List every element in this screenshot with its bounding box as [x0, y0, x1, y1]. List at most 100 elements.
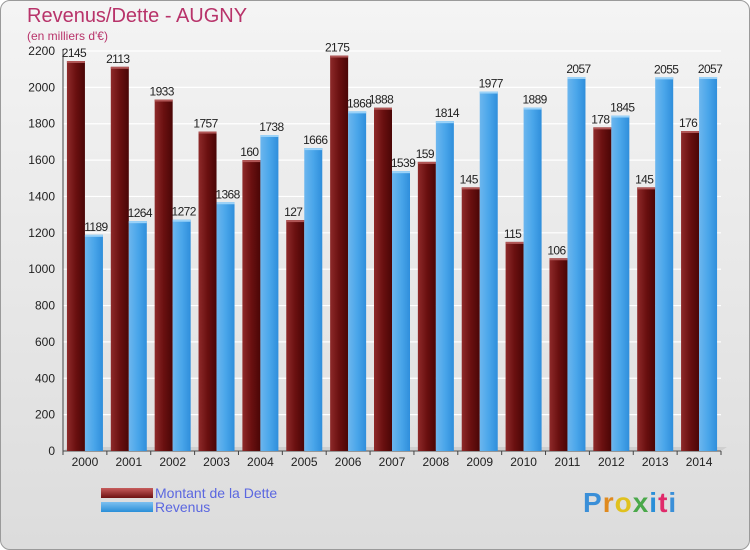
- data-label-revenus: 1889: [522, 93, 547, 107]
- bar-revenus: [348, 111, 367, 451]
- x-tick-label: 2007: [379, 455, 406, 469]
- bar-dette-top: [330, 55, 349, 58]
- bar-dette-top: [681, 131, 700, 133]
- bar-revenus-top: [435, 121, 454, 124]
- bar-revenus: [260, 135, 279, 451]
- x-tick-label: 2013: [642, 455, 669, 469]
- bar-revenus-top: [172, 219, 191, 222]
- bar-dette-top: [198, 131, 217, 134]
- brand-letter: r: [602, 487, 615, 518]
- legend-label-revenus: Revenus: [155, 499, 211, 515]
- bar-revenus: [392, 171, 410, 451]
- bar-revenus-top: [260, 135, 279, 137]
- data-label-dette: 176: [679, 116, 698, 130]
- bar-dette: [66, 61, 85, 451]
- bar-revenus-top: [128, 221, 147, 224]
- bar-revenus: [479, 91, 498, 451]
- bar-dette-top: [505, 241, 524, 244]
- y-tick-label: 200: [35, 408, 55, 422]
- brand-letter: i: [649, 487, 659, 518]
- bar-dette: [681, 131, 700, 451]
- chart-title: Revenus/Dette - AUGNY: [27, 5, 248, 27]
- brand-letter: P: [583, 487, 603, 518]
- bar-revenus: [655, 77, 674, 451]
- bar-revenus-top: [304, 148, 323, 151]
- y-tick-label: 600: [35, 335, 55, 349]
- bar-dette: [242, 160, 261, 451]
- bar-revenus-top: [392, 171, 410, 174]
- y-tick-label: 1400: [28, 189, 55, 203]
- bar-dette: [505, 241, 524, 451]
- data-label-dette: 1933: [150, 85, 175, 99]
- bar-dette-top: [417, 161, 436, 164]
- y-tick-label: 1800: [28, 117, 55, 131]
- bar-dette-top: [593, 127, 612, 130]
- x-tick-label: 2005: [291, 455, 318, 469]
- bar-dette-top: [637, 187, 656, 190]
- bar-dette-top: [66, 61, 85, 63]
- bar-revenus: [84, 234, 103, 451]
- bar-dette-top: [154, 99, 173, 102]
- bar-revenus-top: [611, 115, 630, 118]
- bar-dette: [374, 107, 392, 452]
- bar-dette-top: [286, 220, 305, 223]
- bar-dette-top: [110, 66, 129, 69]
- data-label-revenus: 1539: [391, 156, 416, 170]
- bar-dette: [549, 258, 568, 451]
- x-tick-label: 2006: [335, 455, 362, 469]
- bar-dette-top: [242, 160, 261, 163]
- data-label-dette: 2113: [106, 52, 130, 66]
- bar-dette: [154, 99, 173, 451]
- data-label-revenus: 1189: [84, 220, 108, 234]
- x-tick-label: 2004: [247, 455, 274, 469]
- data-label-revenus: 2055: [654, 62, 679, 76]
- legend-swatch-debt: [101, 488, 153, 498]
- bar-dette-top: [374, 107, 392, 110]
- brand-letter: x: [632, 487, 650, 518]
- brand-letter: t: [658, 487, 669, 518]
- x-tick-label: 2001: [115, 455, 142, 469]
- data-label-revenus: 1272: [172, 205, 197, 219]
- y-tick-label: 800: [35, 299, 55, 313]
- data-label-revenus: 1868: [347, 96, 372, 110]
- y-tick-label: 1600: [28, 153, 55, 167]
- bar-dette-top: [461, 187, 480, 190]
- x-tick-label: 2014: [686, 455, 713, 469]
- bar-revenus: [611, 115, 630, 451]
- bar-revenus: [567, 77, 586, 451]
- x-tick-label: 2003: [203, 455, 230, 469]
- data-label-dette: 145: [635, 172, 654, 186]
- data-label-dette: 2175: [325, 41, 350, 55]
- data-label-revenus: 1368: [215, 187, 240, 201]
- x-tick-label: 2002: [159, 455, 186, 469]
- data-label-dette: 106: [547, 243, 566, 257]
- bar-revenus: [435, 121, 454, 451]
- data-label-dette: 178: [591, 112, 610, 126]
- bar-dette: [110, 66, 129, 452]
- bar-revenus-top: [348, 111, 367, 114]
- x-tick-label: 2010: [510, 455, 537, 469]
- data-label-dette: 115: [504, 227, 522, 241]
- y-tick-label: 2000: [28, 80, 55, 94]
- data-label-revenus: 1666: [303, 133, 328, 147]
- bar-revenus-top: [84, 234, 103, 237]
- data-label-dette: 127: [284, 205, 303, 219]
- bar-revenus: [216, 202, 235, 451]
- data-label-dette: 2145: [62, 46, 87, 60]
- data-label-revenus: 2057: [566, 62, 591, 76]
- data-label-dette: 1757: [193, 117, 218, 131]
- legend-label-debt: Montant de la Dette: [155, 485, 278, 501]
- brand-letter: i: [668, 487, 678, 518]
- bar-dette: [286, 220, 305, 451]
- bar-revenus-top: [699, 77, 718, 79]
- bar-dette: [330, 55, 349, 451]
- brand-letter: o: [614, 487, 633, 518]
- legend-swatch-revenus: [101, 502, 153, 512]
- data-label-revenus: 2057: [698, 62, 723, 76]
- x-tick-label: 2008: [423, 455, 450, 469]
- bar-revenus: [304, 148, 323, 451]
- data-label-revenus: 1814: [435, 106, 460, 120]
- data-label-revenus: 1738: [259, 120, 284, 134]
- y-tick-label: 1000: [28, 262, 55, 276]
- y-tick-label: 2200: [28, 44, 55, 58]
